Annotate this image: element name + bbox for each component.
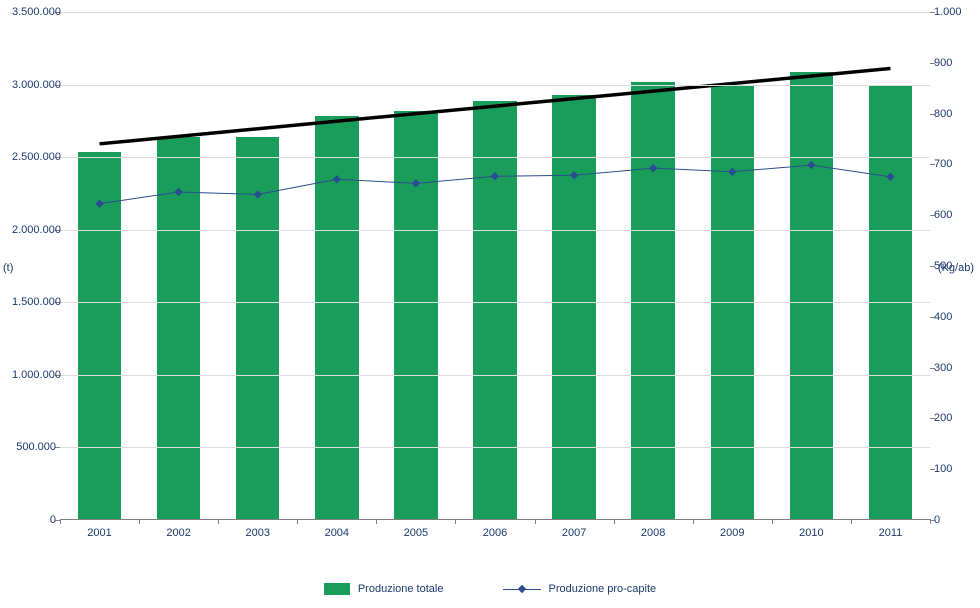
gridline — [60, 302, 930, 303]
xtick-label: 2005 — [404, 527, 428, 539]
line-marker — [95, 199, 103, 207]
ytick-right: 900 — [934, 57, 964, 69]
ytick-left: 2.500.000 — [12, 151, 56, 163]
overlay-layer — [60, 12, 930, 519]
xtick-label: 2006 — [483, 527, 507, 539]
ytick-right: 700 — [934, 158, 964, 170]
ytick-left: 0 — [12, 514, 56, 526]
ytick-left: 1.500.000 — [12, 296, 56, 308]
xtick-label: 2001 — [87, 527, 111, 539]
legend-label-line: Produzione pro-capite — [549, 583, 657, 595]
ytick-right: 500 — [934, 260, 964, 272]
ytick-right: 100 — [934, 463, 964, 475]
line-marker — [174, 188, 182, 196]
trend-line — [100, 68, 891, 143]
ytick-right: 400 — [934, 311, 964, 323]
ytick-left: 500.000 — [12, 441, 56, 453]
plot-area: 0500.0001.000.0001.500.0002.000.0002.500… — [60, 12, 930, 520]
gridline — [60, 12, 930, 13]
gridline — [60, 375, 930, 376]
xtick-label: 2010 — [799, 527, 823, 539]
line-marker — [728, 167, 736, 175]
left-axis-label: (t) — [3, 262, 13, 274]
line-series — [100, 165, 891, 204]
ytick-right: 0 — [934, 514, 964, 526]
ytick-right: 300 — [934, 362, 964, 374]
line-marker — [491, 172, 499, 180]
ytick-left: 2.000.000 — [12, 224, 56, 236]
legend-label-bars: Produzione totale — [358, 583, 444, 595]
legend-line-marker — [517, 585, 525, 593]
ytick-left: 3.500.000 — [12, 6, 56, 18]
legend: Produzione totale Produzione pro-capite — [0, 583, 980, 598]
xtick-label: 2007 — [562, 527, 586, 539]
ytick-right: 800 — [934, 108, 964, 120]
line-marker — [807, 161, 815, 169]
ytick-left: 3.000.000 — [12, 79, 56, 91]
line-marker — [412, 179, 420, 187]
xtick-label: 2011 — [879, 527, 903, 539]
ytick-left: 1.000.000 — [12, 369, 56, 381]
line-marker — [570, 171, 578, 179]
xtick-label: 2002 — [166, 527, 190, 539]
xtick-label: 2003 — [245, 527, 269, 539]
legend-swatch-line — [503, 583, 541, 595]
ytick-right: 200 — [934, 412, 964, 424]
ytick-right: 1.000 — [934, 6, 964, 18]
line-marker — [333, 175, 341, 183]
ytick-right: 600 — [934, 209, 964, 221]
gridline — [60, 447, 930, 448]
legend-swatch-bar — [324, 583, 350, 595]
legend-item-line: Produzione pro-capite — [503, 583, 657, 595]
line-marker — [649, 164, 657, 172]
line-marker — [253, 190, 261, 198]
line-marker — [886, 173, 894, 181]
xtick-label: 2004 — [325, 527, 349, 539]
gridline — [60, 85, 930, 86]
chart-container: (t) (Kg/ab) 0500.0001.000.0001.500.0002.… — [0, 0, 980, 608]
xtick-label: 2009 — [720, 527, 744, 539]
gridline — [60, 230, 930, 231]
gridline — [60, 157, 930, 158]
legend-item-bars: Produzione totale — [324, 583, 444, 595]
xtick-label: 2008 — [641, 527, 665, 539]
